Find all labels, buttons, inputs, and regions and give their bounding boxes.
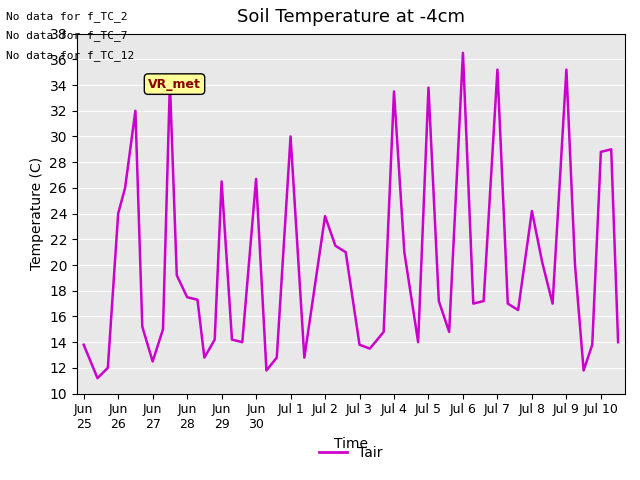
Text: VR_met: VR_met — [148, 78, 201, 91]
Text: No data for f_TC_2: No data for f_TC_2 — [6, 11, 128, 22]
Text: No data for f_TC_12: No data for f_TC_12 — [6, 49, 134, 60]
Legend: Tair: Tair — [314, 441, 388, 466]
Y-axis label: Temperature (C): Temperature (C) — [30, 157, 44, 270]
Text: No data for f_TC_7: No data for f_TC_7 — [6, 30, 128, 41]
X-axis label: Time: Time — [334, 437, 368, 451]
Title: Soil Temperature at -4cm: Soil Temperature at -4cm — [237, 9, 465, 26]
